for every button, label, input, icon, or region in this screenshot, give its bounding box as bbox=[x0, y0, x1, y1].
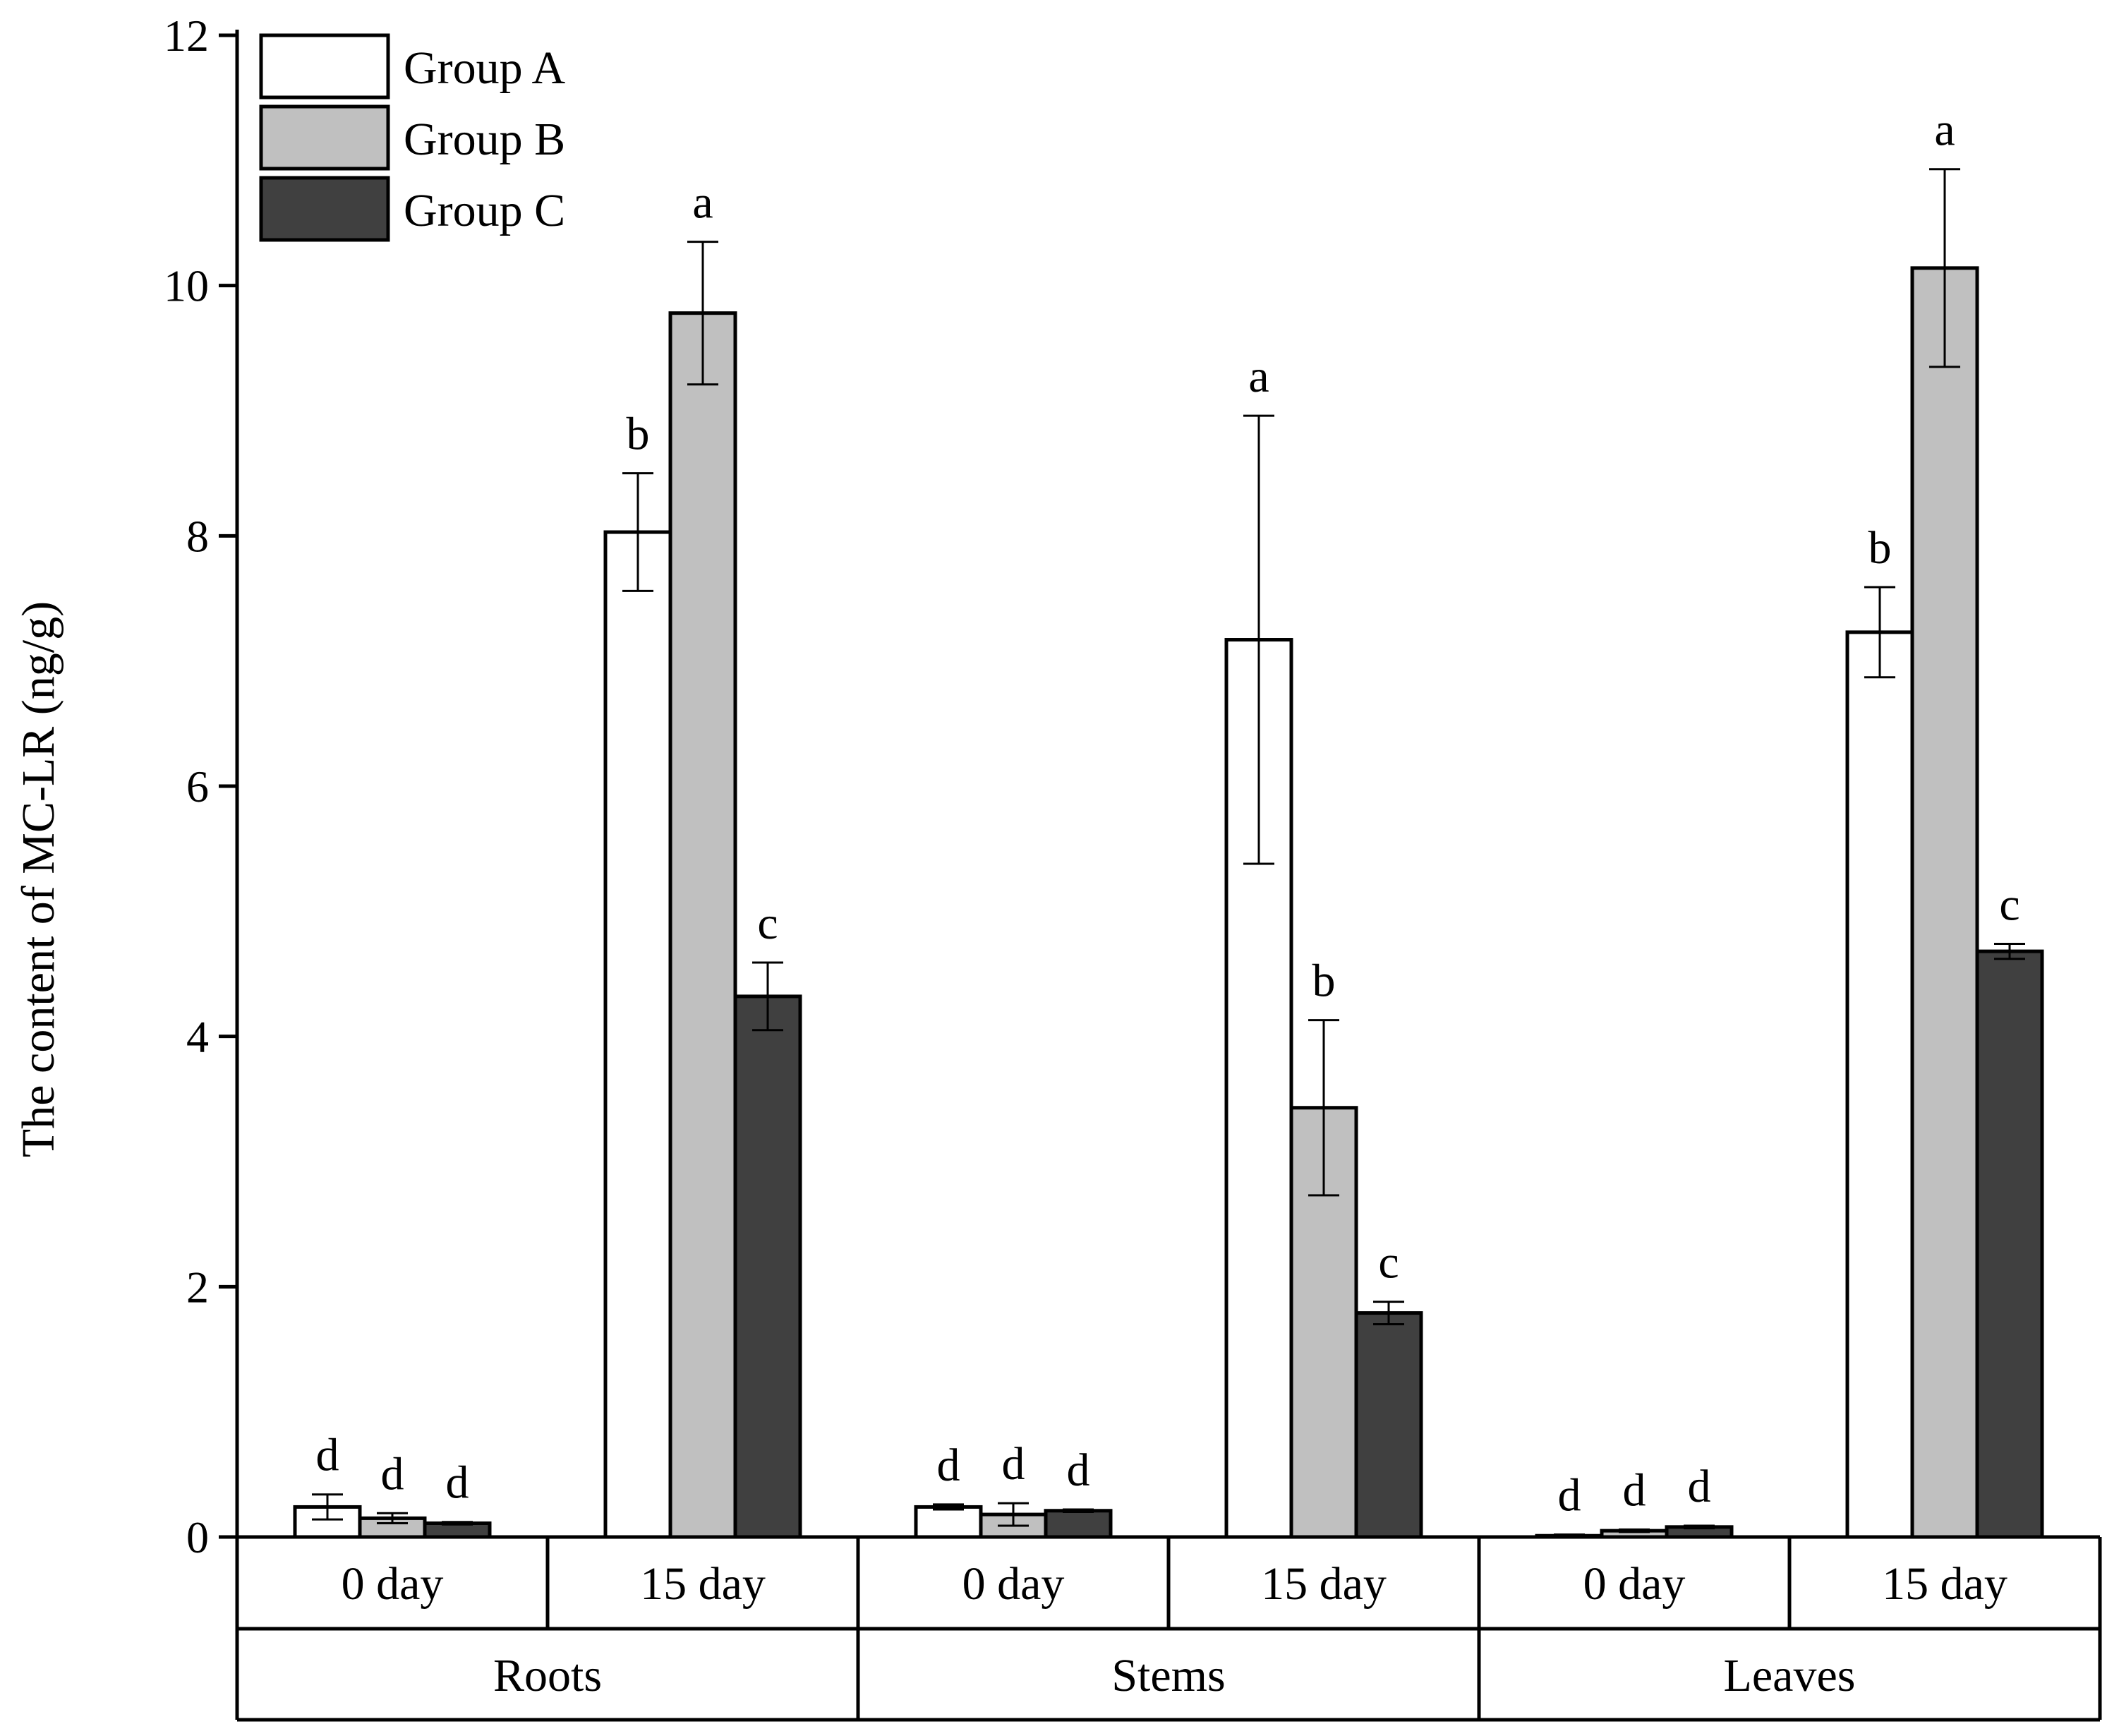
y-axis-title: The content of MC-LR (ng/g) bbox=[13, 601, 64, 1157]
significance-label: a bbox=[1248, 351, 1269, 402]
significance-label: a bbox=[1934, 104, 1955, 156]
y-tick-label: 12 bbox=[164, 11, 209, 61]
significance-label: c bbox=[1999, 879, 2020, 930]
group-label: Roots bbox=[493, 1650, 602, 1701]
legend-label: Group C bbox=[404, 185, 565, 236]
bar bbox=[1975, 949, 2044, 1539]
y-tick-label: 4 bbox=[186, 1012, 209, 1062]
significance-label: d bbox=[1558, 1469, 1581, 1521]
significance-label: d bbox=[316, 1430, 339, 1481]
subgroup-label: 0 day bbox=[342, 1558, 444, 1610]
bar bbox=[1044, 1509, 1113, 1539]
group-label: Leaves bbox=[1724, 1650, 1856, 1701]
axes: 0 2 4 6 8 10 12 bbox=[164, 11, 2100, 1562]
significance-label: b bbox=[1312, 956, 1336, 1007]
y-tick-label: 2 bbox=[186, 1262, 209, 1312]
y-tick-label: 6 bbox=[186, 761, 209, 812]
subgroup-label: 0 day bbox=[1583, 1558, 1686, 1610]
legend-swatch bbox=[259, 176, 390, 242]
significance-label: d bbox=[1688, 1461, 1711, 1512]
significance-label: c bbox=[1378, 1237, 1399, 1289]
y-tick-label: 0 bbox=[186, 1512, 209, 1562]
significance-label: b bbox=[627, 409, 650, 460]
bar bbox=[603, 530, 672, 1539]
bar bbox=[1354, 1311, 1423, 1539]
significance-label: d bbox=[381, 1448, 404, 1500]
subgroup-label: 15 day bbox=[1261, 1558, 1387, 1610]
significance-label: a bbox=[692, 177, 713, 229]
significance-label: d bbox=[937, 1440, 960, 1491]
bar bbox=[1910, 266, 1979, 1539]
bar bbox=[668, 311, 737, 1539]
significance-label: d bbox=[1002, 1438, 1025, 1490]
category-table: 0 day 15 day Roots 0 day 15 day Stems 0 day 15 … bbox=[235, 1537, 2102, 1722]
group-label: Stems bbox=[1111, 1650, 1225, 1701]
legend-label: Group B bbox=[404, 114, 565, 165]
subgroup-label: 0 day bbox=[962, 1558, 1065, 1610]
y-tick-label: 8 bbox=[186, 511, 209, 561]
significance-label: d bbox=[446, 1457, 469, 1509]
bar bbox=[1845, 630, 1914, 1539]
y-tick-label: 10 bbox=[164, 261, 209, 311]
legend-swatch bbox=[259, 33, 390, 100]
significance-label: d bbox=[1623, 1464, 1646, 1516]
significance-label: d bbox=[1067, 1445, 1090, 1496]
significance-label: b bbox=[1868, 522, 1892, 574]
bar bbox=[914, 1505, 983, 1539]
bar bbox=[733, 994, 802, 1539]
bar bbox=[1224, 638, 1293, 1539]
legend-label: Group A bbox=[404, 42, 566, 94]
legend-swatch bbox=[259, 104, 390, 171]
subgroup-label: 15 day bbox=[640, 1558, 766, 1610]
legend: Group A Group B Group C bbox=[259, 33, 566, 242]
subgroup-label: 15 day bbox=[1882, 1558, 2008, 1610]
significance-label: c bbox=[757, 898, 778, 949]
